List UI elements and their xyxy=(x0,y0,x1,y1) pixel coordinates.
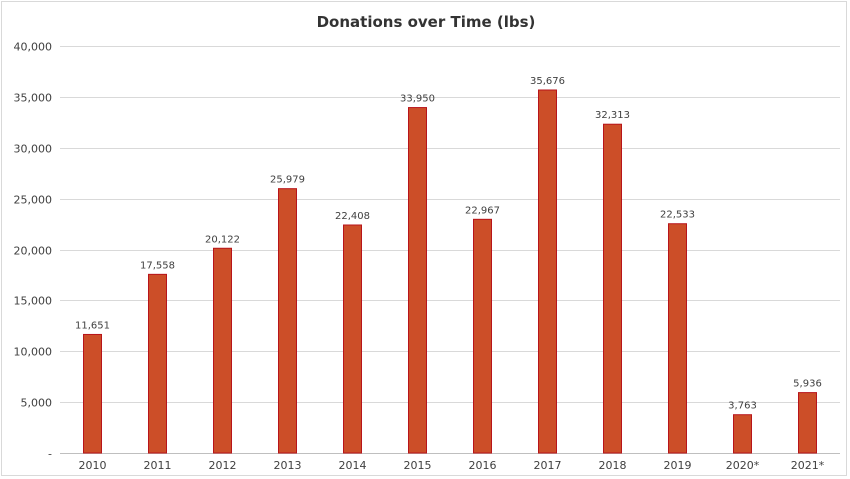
data-labels: 11,651 17,558 20,122 25,979 22,408 33,950 22,9… xyxy=(75,76,822,412)
x-tick-label: 2014 xyxy=(339,459,367,472)
y-tick-label: 30,000 xyxy=(14,143,53,156)
bar xyxy=(83,333,102,454)
y-tick-label: - xyxy=(48,448,52,461)
data-label: 25,979 xyxy=(270,175,305,186)
x-tick-label: 2017 xyxy=(534,459,562,472)
y-tick-label: 20,000 xyxy=(14,245,53,258)
chart-title: Donations over Time (lbs) xyxy=(317,13,536,31)
data-label: 22,533 xyxy=(660,210,695,221)
x-axis-tick-labels: 2010 2011 2012 2013 2014 2015 2016 2017 2018 2019… xyxy=(79,459,825,472)
bar xyxy=(473,218,492,454)
x-tick-label: 2010 xyxy=(79,459,107,472)
data-label: 32,313 xyxy=(595,110,630,121)
y-tick-label: 5,000 xyxy=(21,397,53,410)
data-label: 22,408 xyxy=(335,211,370,222)
bar xyxy=(733,414,752,454)
y-tick-label: 35,000 xyxy=(14,92,53,105)
data-label: 17,558 xyxy=(140,260,175,271)
bars xyxy=(83,89,817,454)
y-tick-label: 15,000 xyxy=(14,295,53,308)
x-tick-label: 2016 xyxy=(469,459,497,472)
data-label: 5,936 xyxy=(793,379,822,390)
x-tick-label: 2011 xyxy=(144,459,172,472)
x-tick-label: 2015 xyxy=(404,459,432,472)
gridlines xyxy=(60,46,840,454)
data-label: 20,122 xyxy=(205,234,240,245)
x-tick-label: 2020* xyxy=(726,459,760,472)
bar xyxy=(148,273,167,454)
bar xyxy=(603,123,622,454)
bar xyxy=(798,392,817,454)
bar xyxy=(343,224,362,454)
y-tick-label: 25,000 xyxy=(14,194,53,207)
bar xyxy=(408,107,427,454)
data-label: 33,950 xyxy=(400,94,435,105)
bar xyxy=(278,188,297,454)
x-tick-label: 2021* xyxy=(791,459,825,472)
y-axis-tick-labels: - 5,000 10,000 15,000 20,000 25,000 30,000 35,0… xyxy=(14,41,53,461)
y-tick-label: 10,000 xyxy=(14,346,53,359)
data-label: 11,651 xyxy=(75,320,110,331)
x-tick-label: 2019 xyxy=(664,459,692,472)
bar xyxy=(213,247,232,454)
y-tick-label: 40,000 xyxy=(14,41,53,54)
x-tick-label: 2012 xyxy=(209,459,237,472)
x-tick-label: 2013 xyxy=(274,459,302,472)
x-tick-label: 2018 xyxy=(599,459,627,472)
data-label: 22,967 xyxy=(465,205,500,216)
data-label: 3,763 xyxy=(728,401,757,412)
bar xyxy=(668,223,687,454)
data-label: 35,676 xyxy=(530,76,565,87)
bar xyxy=(538,89,557,454)
